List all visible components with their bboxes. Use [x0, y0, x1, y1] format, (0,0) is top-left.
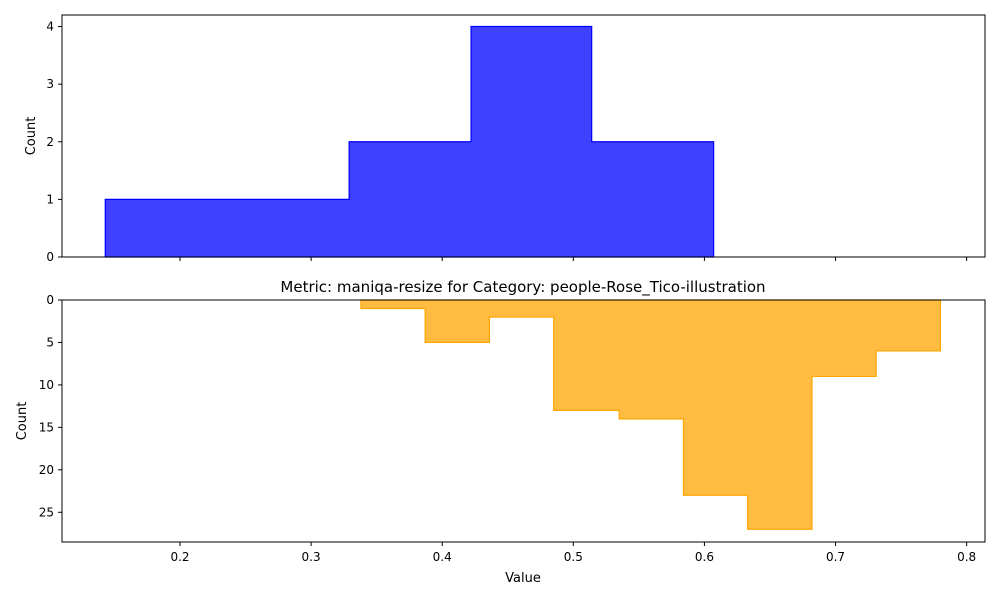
- bottom-chart-title: Metric: maniqa-resize for Category: peop…: [280, 278, 765, 297]
- x-tick-label: 0.3: [302, 550, 321, 564]
- y-tick-label: 5: [46, 335, 54, 349]
- bottom-y-ticks: 0 5 10 15 20 25: [39, 293, 62, 519]
- y-tick-label: 0: [46, 293, 54, 307]
- x-tick-label: 0.2: [170, 550, 189, 564]
- bottom-y-axis-label: Count: [15, 402, 30, 441]
- bottom-histogram-panel: Metric: maniqa-resize for Category: peop…: [15, 278, 986, 586]
- bottom-axes-frame: [61, 299, 986, 543]
- y-tick-label: 1: [46, 192, 54, 206]
- top-histogram-panel: 0 1 2 3 4 Count: [24, 14, 986, 264]
- x-tick-label: 0.4: [433, 550, 452, 564]
- top-histogram-steps: [104, 25, 715, 258]
- bottom-histogram-steps: [360, 299, 942, 530]
- y-tick-label: 15: [39, 420, 54, 434]
- top-y-axis-label: Count: [24, 117, 39, 156]
- x-tick-label: 0.6: [695, 550, 714, 564]
- x-tick-label: 0.7: [826, 550, 845, 564]
- top-axes-frame: [61, 14, 986, 258]
- bottom-x-axis-label: Value: [505, 571, 541, 586]
- top-x-ticks: [179, 257, 968, 261]
- bottom-x-ticks: 0.2 0.3 0.4 0.5 0.6 0.7 0.8: [170, 542, 976, 564]
- y-tick-label: 20: [39, 463, 54, 477]
- y-tick-label: 0: [46, 250, 54, 264]
- y-tick-label: 4: [46, 20, 54, 34]
- y-tick-label: 10: [39, 378, 54, 392]
- x-tick-label: 0.5: [564, 550, 583, 564]
- y-tick-label: 3: [46, 77, 54, 91]
- x-tick-label: 0.8: [957, 550, 976, 564]
- y-tick-label: 25: [39, 505, 54, 519]
- top-y-ticks: 0 1 2 3 4: [46, 20, 62, 264]
- y-tick-label: 2: [46, 135, 54, 149]
